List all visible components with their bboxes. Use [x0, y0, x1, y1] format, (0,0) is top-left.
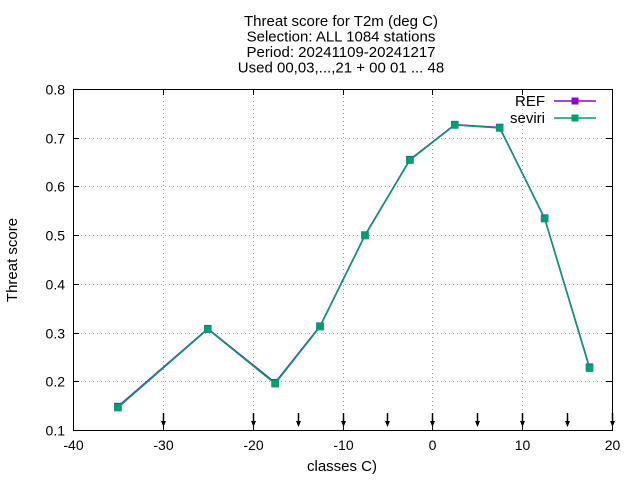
arrow-head	[251, 421, 256, 427]
x-tick-label: 20	[605, 437, 621, 453]
class-limit-arrow	[161, 413, 166, 427]
data-point	[406, 156, 414, 164]
data-point	[540, 214, 549, 223]
series-line-seviri	[117, 124, 591, 409]
class-limit-arrow	[610, 413, 615, 427]
class-limit-arrow	[475, 413, 480, 427]
arrow-head	[565, 421, 570, 427]
chart-title: Threat score for T2m (deg C)Selection: A…	[238, 13, 444, 77]
legend-label: seviri	[510, 110, 545, 127]
data-point	[204, 325, 212, 333]
class-limit-arrow	[430, 413, 435, 427]
y-tick-label: 0.4	[46, 277, 66, 293]
data-point	[495, 124, 504, 132]
class-limit-arrow	[296, 413, 301, 427]
y-tick-label: 0.5	[46, 228, 66, 244]
series-seviri	[114, 121, 594, 412]
class-limit-arrow	[565, 413, 570, 427]
data-point	[316, 322, 324, 331]
arrow-head	[430, 421, 435, 427]
title-line-2: Selection: ALL 1084 stations	[247, 29, 436, 46]
class-limit-arrow	[520, 413, 525, 427]
arrow-head	[520, 421, 525, 427]
data-point	[114, 403, 122, 412]
grid-lines	[73, 89, 612, 430]
x-axis-ticks: -40 -30 -20 -10 0 10 20	[63, 89, 620, 453]
title-line-3: Period: 20241109-20241217	[246, 44, 435, 61]
data-series	[114, 120, 594, 412]
y-tick-label: 0.6	[46, 179, 66, 195]
y-tick-label: 0.7	[46, 131, 66, 147]
x-tick-label: -40	[63, 437, 83, 453]
arrow-head	[385, 421, 390, 427]
x-tick-label: -20	[243, 437, 263, 453]
legend-item-ref: REF	[515, 93, 596, 110]
plot-frame	[73, 89, 613, 431]
x-tick-label: 0	[429, 437, 437, 453]
y-tick-label: 0.2	[46, 374, 66, 390]
data-point	[361, 231, 369, 240]
y-tick-label: 0.1	[46, 423, 66, 439]
data-point	[585, 364, 594, 372]
class-limit-arrows	[161, 413, 615, 427]
class-limit-arrow	[251, 413, 256, 427]
arrow-head	[475, 421, 480, 427]
legend-marker	[571, 97, 579, 105]
legend-marker	[571, 114, 579, 122]
legend-label: REF	[515, 93, 545, 110]
arrow-head	[161, 421, 166, 427]
title-line-4: Used 00,03,...,21 + 00 01 ... 48	[238, 60, 444, 77]
y-tick-label: 0.3	[46, 326, 66, 342]
arrow-head	[341, 421, 346, 427]
data-point	[271, 379, 279, 388]
arrow-head	[610, 421, 615, 427]
y-tick-label: 0.8	[46, 82, 66, 98]
series-ref	[114, 120, 594, 411]
data-point	[451, 121, 459, 129]
x-tick-label: -30	[153, 437, 173, 453]
title-line-1: Threat score for T2m (deg C)	[244, 13, 438, 30]
arrow-head	[296, 421, 301, 427]
x-tick-label: 10	[515, 437, 531, 453]
y-axis-ticks: 0.1 0.2 0.3 0.4 0.5 0.6 0.7 0.8	[46, 82, 612, 439]
legend-item-seviri: seviri	[510, 110, 596, 127]
class-limit-arrow	[385, 413, 390, 427]
y-axis-label: Threat score	[4, 218, 21, 302]
x-axis-label: classes C)	[307, 458, 377, 475]
class-limit-arrow	[341, 413, 346, 427]
x-tick-label: -10	[333, 437, 353, 453]
